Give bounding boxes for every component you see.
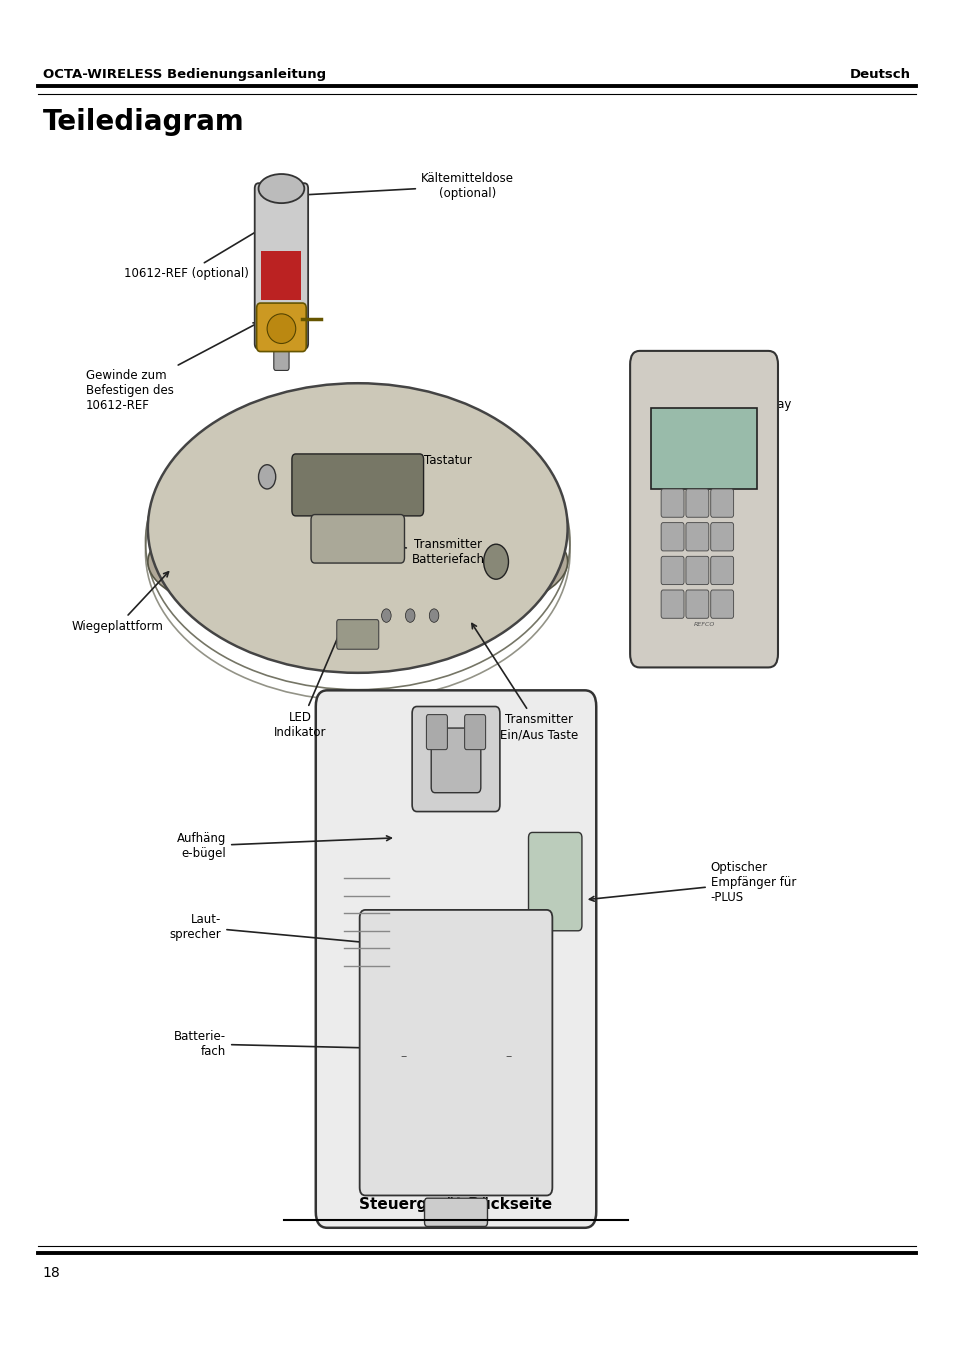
Text: 10612-REF (optional): 10612-REF (optional) bbox=[124, 225, 268, 280]
FancyBboxPatch shape bbox=[660, 590, 683, 618]
FancyBboxPatch shape bbox=[292, 454, 423, 516]
FancyBboxPatch shape bbox=[710, 523, 733, 551]
FancyBboxPatch shape bbox=[710, 590, 733, 618]
FancyBboxPatch shape bbox=[710, 489, 733, 517]
FancyBboxPatch shape bbox=[412, 707, 499, 811]
Circle shape bbox=[483, 544, 508, 579]
FancyBboxPatch shape bbox=[256, 303, 306, 352]
FancyBboxPatch shape bbox=[660, 523, 683, 551]
Circle shape bbox=[405, 609, 415, 622]
Text: –: – bbox=[505, 1051, 511, 1063]
Text: REFCO: REFCO bbox=[693, 622, 714, 626]
FancyBboxPatch shape bbox=[685, 489, 708, 517]
FancyBboxPatch shape bbox=[261, 251, 301, 300]
Text: LCD Display: LCD Display bbox=[658, 397, 791, 443]
FancyBboxPatch shape bbox=[315, 690, 596, 1228]
Circle shape bbox=[381, 609, 391, 622]
FancyBboxPatch shape bbox=[336, 620, 378, 649]
Text: Kältemitteldose
(optional): Kältemitteldose (optional) bbox=[300, 172, 514, 199]
FancyBboxPatch shape bbox=[274, 338, 289, 370]
Text: Gewinde zum
Befestigen des
10612-REF: Gewinde zum Befestigen des 10612-REF bbox=[86, 323, 258, 412]
FancyBboxPatch shape bbox=[650, 408, 757, 489]
Text: Transmitter
Batteriefach: Transmitter Batteriefach bbox=[362, 539, 484, 566]
FancyBboxPatch shape bbox=[528, 832, 581, 931]
FancyBboxPatch shape bbox=[464, 714, 485, 749]
Circle shape bbox=[429, 609, 438, 622]
FancyBboxPatch shape bbox=[685, 590, 708, 618]
FancyBboxPatch shape bbox=[431, 729, 480, 792]
FancyBboxPatch shape bbox=[685, 523, 708, 551]
Text: Transmitter
Ein/Aus Taste: Transmitter Ein/Aus Taste bbox=[472, 624, 578, 741]
Text: Batterie-
fach: Batterie- fach bbox=[173, 1030, 365, 1057]
Ellipse shape bbox=[148, 383, 567, 674]
FancyBboxPatch shape bbox=[424, 1199, 487, 1227]
Text: OCTA-WIRELESS Bedienungsanleitung: OCTA-WIRELESS Bedienungsanleitung bbox=[43, 67, 326, 81]
Ellipse shape bbox=[267, 314, 295, 343]
Text: Optischer
Empfänger für
-PLUS: Optischer Empfänger für -PLUS bbox=[589, 861, 795, 904]
FancyBboxPatch shape bbox=[426, 714, 447, 749]
FancyBboxPatch shape bbox=[311, 515, 404, 563]
FancyBboxPatch shape bbox=[254, 183, 308, 349]
Text: 18: 18 bbox=[43, 1266, 61, 1280]
Text: Aufhäng
e-bügel: Aufhäng e-bügel bbox=[176, 832, 391, 859]
Ellipse shape bbox=[258, 174, 304, 203]
FancyBboxPatch shape bbox=[629, 352, 778, 668]
Text: Steuergerät Rückseite: Steuergerät Rückseite bbox=[359, 1196, 552, 1212]
Text: Tastatur: Tastatur bbox=[372, 454, 472, 475]
Ellipse shape bbox=[148, 494, 567, 629]
FancyBboxPatch shape bbox=[685, 556, 708, 585]
FancyBboxPatch shape bbox=[660, 556, 683, 585]
Text: Deutsch: Deutsch bbox=[849, 67, 910, 81]
Circle shape bbox=[258, 465, 275, 489]
FancyBboxPatch shape bbox=[359, 911, 552, 1196]
Text: –: – bbox=[400, 1051, 406, 1063]
FancyBboxPatch shape bbox=[710, 556, 733, 585]
Text: Wiegeplattform: Wiegeplattform bbox=[71, 572, 169, 633]
Text: Teilediagram: Teilediagram bbox=[43, 108, 244, 136]
Text: LED
Indikator: LED Indikator bbox=[274, 624, 343, 738]
FancyBboxPatch shape bbox=[660, 489, 683, 517]
Text: Laut-
sprecher: Laut- sprecher bbox=[170, 913, 365, 944]
